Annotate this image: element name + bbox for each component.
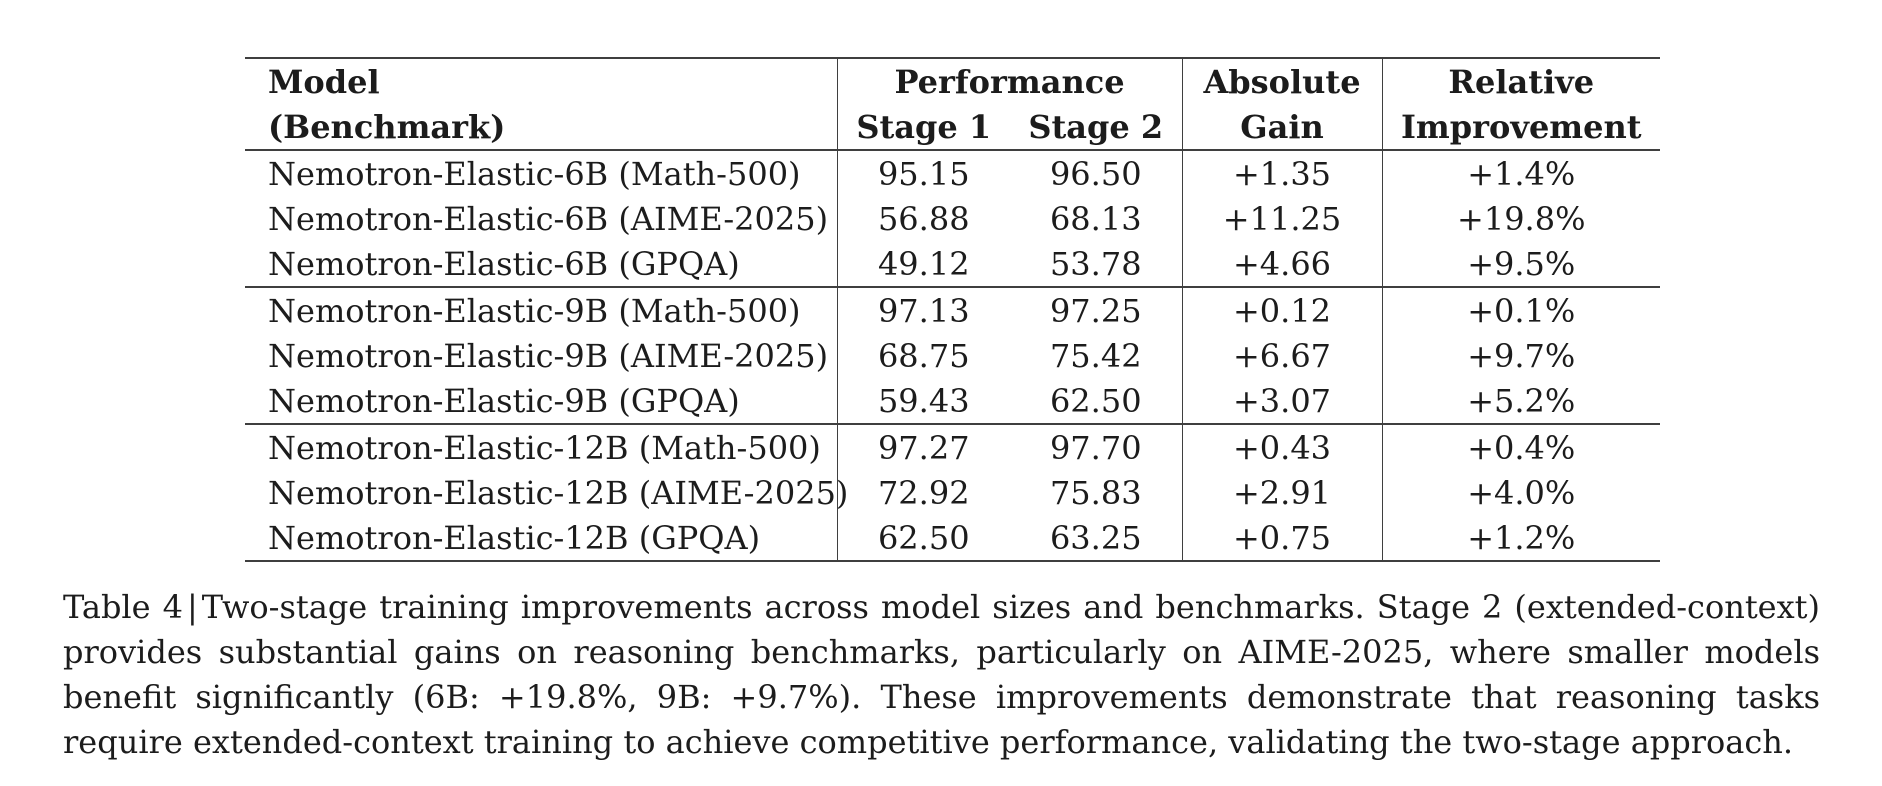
stage2-cell: 97.25 xyxy=(1010,286,1182,333)
table-row: Nemotron-Elastic-9B (AIME-2025) 68.75 75… xyxy=(245,333,1660,378)
relative-cell: +9.5% xyxy=(1381,241,1660,287)
gain-cell: +0.43 xyxy=(1181,423,1382,470)
stage2-cell: 75.83 xyxy=(1049,473,1142,512)
stage2-cell: 75.42 xyxy=(1049,336,1142,375)
model-cell: Nemotron-Elastic-6B (Math-500) xyxy=(268,154,801,193)
relative-cell: +0.4% xyxy=(1381,423,1660,470)
table-row: Nemotron-Elastic-12B (Math-500) 97.27 97… xyxy=(245,423,1660,470)
header-stage2: Stage 2 xyxy=(1010,104,1182,151)
header-row-1: Model Performance Absolute Relative xyxy=(245,57,1660,104)
stage1-cell: 95.15 xyxy=(836,150,1010,196)
stage2-cell: 53.78 xyxy=(1049,244,1142,283)
table-header: Model Performance Absolute Relative (Ben… xyxy=(245,57,1660,151)
relative-cell: +0.1% xyxy=(1381,286,1660,333)
stage1-cell: 49.12 xyxy=(836,241,1010,287)
relative-cell: +9.7% xyxy=(1381,333,1660,378)
gain-cell: +2.91 xyxy=(1181,470,1382,515)
header-benchmark: (Benchmark) xyxy=(245,104,837,151)
stage2-cell: 96.50 xyxy=(1049,154,1142,193)
table-row: Nemotron-Elastic-9B (Math-500) 97.13 97.… xyxy=(245,286,1660,333)
header-model: Model xyxy=(245,57,837,104)
results-table: Model Performance Absolute Relative (Ben… xyxy=(245,57,1660,562)
header-performance: Performance xyxy=(836,57,1182,104)
table-row: Nemotron-Elastic-9B (GPQA) 59.43 62.50 +… xyxy=(245,378,1660,424)
stage1-cell: 59.43 xyxy=(836,378,1010,424)
stage2-cell: 62.50 xyxy=(1049,381,1142,420)
header-row-2: (Benchmark) Stage 1 Stage 2 Gain Improve… xyxy=(245,104,1660,151)
model-cell: Nemotron-Elastic-12B (GPQA) xyxy=(245,515,837,562)
group-12b: Nemotron-Elastic-12B (Math-500) 97.27 97… xyxy=(245,423,1660,562)
header-absolute: Absolute xyxy=(1181,57,1382,104)
gain-cell: +4.66 xyxy=(1181,241,1382,287)
relative-cell: +1.2% xyxy=(1381,515,1660,562)
group-9b: Nemotron-Elastic-9B (Math-500) 97.13 97.… xyxy=(245,286,1660,424)
stage1-cell: 72.92 xyxy=(836,470,1010,515)
relative-cell: +4.0% xyxy=(1381,470,1660,515)
table-row: Nemotron-Elastic-6B (AIME-2025) 56.88 68… xyxy=(245,196,1660,241)
relative-cell: +19.8% xyxy=(1381,196,1660,241)
caption-text: Two-stage training improvements across m… xyxy=(63,588,1821,761)
model-cell: Nemotron-Elastic-9B (AIME-2025) xyxy=(268,336,829,375)
gain-cell: +11.25 xyxy=(1181,196,1382,241)
stage1-cell: 97.27 xyxy=(836,423,1010,470)
stage1-cell: 68.75 xyxy=(836,333,1010,378)
gain-cell: +3.07 xyxy=(1181,378,1382,424)
table-row: Nemotron-Elastic-12B (AIME-2025) 72.92 7… xyxy=(245,470,1660,515)
stage2-cell: 63.25 xyxy=(1010,515,1182,562)
gain-cell: +0.75 xyxy=(1181,515,1382,562)
model-cell: Nemotron-Elastic-9B (Math-500) xyxy=(245,286,837,333)
gain-cell: +6.67 xyxy=(1181,333,1382,378)
results-table-wrapper: Model Performance Absolute Relative (Ben… xyxy=(245,57,1660,562)
header-relative: Relative xyxy=(1381,57,1660,104)
gain-cell: +0.12 xyxy=(1181,286,1382,333)
model-cell: Nemotron-Elastic-12B (Math-500) xyxy=(245,423,837,470)
header-improvement: Improvement xyxy=(1381,104,1660,151)
header-gain: Gain xyxy=(1181,104,1382,151)
stage2-cell: 97.70 xyxy=(1010,423,1182,470)
header-stage1: Stage 1 xyxy=(836,104,1010,151)
relative-cell: +1.4% xyxy=(1381,150,1660,196)
relative-cell: +5.2% xyxy=(1381,378,1660,424)
group-6b: Nemotron-Elastic-6B (Math-500) 95.15 96.… xyxy=(245,150,1660,287)
model-cell: Nemotron-Elastic-6B (GPQA) xyxy=(268,244,740,283)
stage2-cell: 68.13 xyxy=(1049,199,1142,238)
caption-label: Table 4 xyxy=(63,588,183,626)
table-row: Nemotron-Elastic-6B (Math-500) 95.15 96.… xyxy=(245,150,1660,196)
stage1-cell: 62.50 xyxy=(836,515,1010,562)
stage1-cell: 56.88 xyxy=(836,196,1010,241)
gain-cell: +1.35 xyxy=(1181,150,1382,196)
model-cell: Nemotron-Elastic-12B (AIME-2025) xyxy=(268,473,849,512)
model-cell: Nemotron-Elastic-9B (GPQA) xyxy=(268,381,740,420)
table-caption: Table 4 | Two-stage training improvements … xyxy=(63,585,1820,765)
table-row: Nemotron-Elastic-6B (GPQA) 49.12 53.78 +… xyxy=(245,241,1660,287)
stage1-cell: 97.13 xyxy=(836,286,1010,333)
table-row: Nemotron-Elastic-12B (GPQA) 62.50 63.25 … xyxy=(245,515,1660,562)
model-cell: Nemotron-Elastic-6B (AIME-2025) xyxy=(268,199,829,238)
caption-separator: | xyxy=(187,588,198,626)
